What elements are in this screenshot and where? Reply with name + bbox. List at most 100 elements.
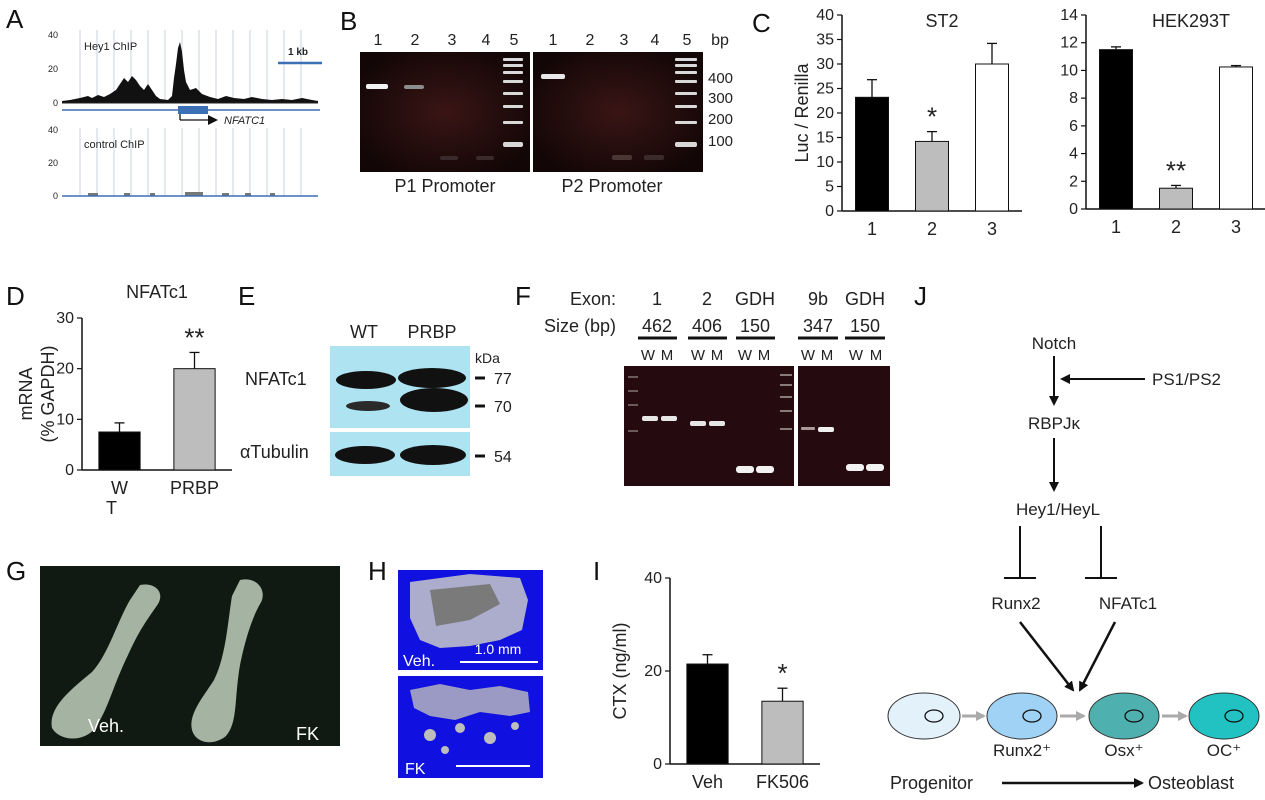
kda-54: 54: [494, 449, 512, 466]
gel-bands-b: [366, 58, 697, 160]
category-label: 2: [1171, 217, 1181, 237]
cell-runx2: [986, 692, 1058, 740]
size-462: 462: [642, 316, 672, 336]
panel-label-b: B: [340, 6, 357, 36]
lane-b-left-3: 3: [448, 32, 457, 49]
lane-f-5: W: [738, 347, 753, 364]
lane-f-3: W: [691, 347, 706, 364]
y-tick-label: 0: [1069, 201, 1078, 218]
y-axis-label: CTX (ng/ml): [610, 622, 630, 719]
scale-bar-label-a: 1 kb: [288, 47, 308, 58]
lane-f-7: W: [801, 347, 816, 364]
y-axis-label: Luc / Renilla: [792, 62, 812, 162]
trabecular-bone-fk: [410, 684, 530, 754]
gel-bands-f: [628, 374, 884, 473]
arrow-runx2-cell: [1019, 621, 1075, 692]
panel-j: J Notch PS1/PS2 RBPJκ Hey1/HeyL Runx2 NF…: [887, 281, 1260, 793]
bar: [173, 368, 216, 471]
exon-gdh-1: GDH: [735, 289, 775, 309]
col-prbp: PRBP: [407, 322, 456, 342]
chart-c-st2: 0 5 10 15 20 25 30 35 40 1 * 2 3 ST2 Luc / Renilla: [792, 7, 1022, 239]
y-axis-label: (% GAPDH): [38, 345, 58, 442]
panel-label-j: J: [914, 281, 927, 311]
y-tick-label: 20: [56, 361, 74, 378]
unit-bp: bp: [711, 32, 729, 49]
size-406: 406: [692, 316, 722, 336]
chart-d-nfatc1: 0 10 20 30 WT ** PRBP NFATc1 mRNA (% GAPDH): [16, 282, 232, 518]
exon-9b: 9b: [808, 289, 828, 309]
trabecular-bone-veh: [410, 574, 528, 648]
label-veh-h: Veh.: [403, 653, 435, 670]
chip-control-track: 40 20 0 control ChIP: [48, 125, 318, 201]
exon-2: 2: [702, 289, 712, 309]
lane-b-left-4: 4: [482, 32, 491, 49]
femur-bones: [51, 579, 263, 743]
category-label: 1: [867, 219, 877, 239]
chart-c-hek293t: 0 2 4 6 8 10 12 14 1 ** 2 3 HEK293T: [1060, 7, 1265, 237]
chip-top-track: 40 20 0 Hey1 ChIP 1 kb NFATC1: [48, 30, 322, 127]
axis-tick-a-bottom-20: 20: [48, 158, 58, 168]
category-label: 1: [1111, 217, 1121, 237]
lane-b-left-1: 1: [374, 32, 383, 49]
lane-b-right-2: 2: [586, 32, 595, 49]
bar: [1219, 66, 1253, 210]
bar: [1099, 49, 1133, 210]
panel-b: B 1 2 3 4 5 1 2 3 4 5 bp: [340, 6, 733, 196]
category-label: PRBP: [170, 478, 219, 498]
caption-p2: P2 Promoter: [561, 176, 662, 196]
y-tick-label: 0: [825, 203, 834, 220]
y-tick-label: 14: [1060, 7, 1078, 24]
significance-mark: *: [777, 658, 787, 688]
y-tick-label: 10: [56, 411, 74, 428]
axis-tick-a-top-0: 0: [53, 98, 58, 108]
cell-label-oc: OC⁺: [1207, 741, 1241, 760]
marker-400: 400: [708, 70, 733, 87]
col-wt: WT: [350, 322, 378, 342]
chart-title: NFATc1: [126, 282, 188, 302]
node-runx2: Runx2: [991, 594, 1040, 613]
bar: [915, 140, 949, 212]
lane-f-10: M: [870, 347, 883, 364]
y-tick-label: 35: [816, 32, 834, 49]
panel-label-c: C: [752, 8, 771, 38]
y-tick-label: 40: [816, 7, 834, 24]
node-hey: Hey1/HeyL: [1016, 500, 1100, 519]
axis-tick-a-bottom-0: 0: [53, 191, 58, 201]
exon-gdh-2: GDH: [845, 289, 885, 309]
lane-b-right-1: 1: [549, 32, 558, 49]
node-ps: PS1/PS2: [1152, 370, 1221, 389]
lane-b-left-2: 2: [411, 32, 420, 49]
gene-name: NFATC1: [224, 115, 265, 127]
bar: [686, 663, 729, 765]
category-label: 3: [987, 219, 997, 239]
marker-100: 100: [708, 133, 733, 150]
y-tick-label: 5: [825, 179, 834, 196]
y-tick-label: 10: [816, 154, 834, 171]
panel-label-a: A: [6, 4, 24, 34]
blot-bands: [335, 368, 468, 465]
panel-g: G Veh. FK: [6, 556, 340, 746]
bar: [761, 700, 804, 765]
marker-300: 300: [708, 90, 733, 107]
y-tick-label: 12: [1060, 35, 1078, 52]
bar: [975, 63, 1009, 212]
y-tick-label: 15: [816, 130, 834, 147]
category-label: 2: [927, 219, 937, 239]
bar: [98, 431, 141, 471]
node-rbpj: RBPJκ: [1028, 414, 1080, 433]
panel-label-h: H: [368, 556, 387, 586]
gel-p1: [360, 52, 530, 172]
y-tick-label: 25: [816, 81, 834, 98]
exon-1: 1: [652, 289, 662, 309]
row-label-size: Size (bp): [544, 316, 616, 336]
y-tick-label: 30: [816, 56, 834, 73]
gel-p2: [533, 52, 703, 172]
hey1-chip-signal: [62, 42, 318, 103]
lane-f-9: W: [849, 347, 864, 364]
control-chip-signal: [88, 192, 275, 196]
scale-label-h: 1.0 mm: [475, 641, 522, 657]
category-label: T: [106, 498, 117, 518]
panel-a: A 40 20 0 Hey1 ChIP 1 kb NFATC1: [6, 4, 322, 201]
row-label-exon: Exon:: [570, 289, 616, 309]
